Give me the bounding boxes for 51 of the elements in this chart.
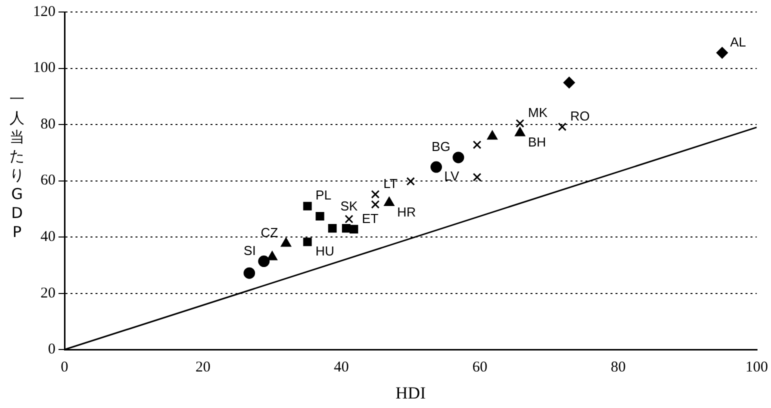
x-tick-label: 0 — [60, 360, 68, 376]
point — [716, 47, 728, 59]
series-label: ET — [362, 210, 379, 226]
x-tick-label: 20 — [195, 360, 210, 376]
y-axis-title: 一人当たりGDP — [8, 90, 26, 242]
series-label: MK — [528, 104, 548, 120]
point — [563, 76, 575, 88]
point — [472, 172, 482, 182]
point — [316, 212, 324, 221]
y-tick-label: 0 — [48, 342, 56, 358]
point — [350, 224, 358, 234]
series-label: AL — [730, 34, 746, 50]
point — [384, 196, 394, 206]
point — [303, 238, 312, 246]
y-tick-label: 80 — [40, 116, 56, 132]
point — [452, 152, 464, 164]
series-label: BG — [432, 139, 450, 154]
point — [514, 127, 526, 136]
point — [558, 122, 567, 132]
x-tick-label: 80 — [610, 360, 626, 376]
point — [487, 130, 498, 140]
series-label: HU — [315, 243, 334, 258]
point — [328, 224, 337, 233]
point — [267, 251, 278, 260]
series-label: BH — [528, 134, 546, 150]
series-label: LT — [383, 176, 398, 191]
point — [280, 238, 292, 247]
y-tick-label: 40 — [40, 229, 56, 246]
point — [430, 161, 442, 173]
y-tick-label: 100 — [33, 60, 56, 76]
point — [472, 140, 482, 150]
point — [406, 177, 415, 186]
point — [244, 267, 256, 279]
y-tick-label: 120 — [33, 4, 56, 20]
series-label: PL — [315, 188, 332, 203]
point — [258, 256, 270, 268]
point — [342, 224, 351, 233]
point — [344, 214, 354, 224]
x-tick-label: 40 — [334, 360, 349, 376]
series-label: LV — [444, 168, 460, 184]
point — [303, 202, 312, 210]
series-label: SI — [244, 242, 256, 258]
x-tick-label: 100 — [746, 360, 768, 376]
y-tick-label: 60 — [40, 172, 56, 189]
point — [516, 119, 524, 128]
y-tick-label: 20 — [40, 285, 56, 302]
series-label: RO — [570, 108, 590, 124]
series-label: SK — [340, 198, 358, 214]
x-tick-label: 60 — [472, 360, 488, 376]
x-axis-title: HDI — [396, 383, 426, 402]
series-label: HR — [397, 204, 416, 220]
